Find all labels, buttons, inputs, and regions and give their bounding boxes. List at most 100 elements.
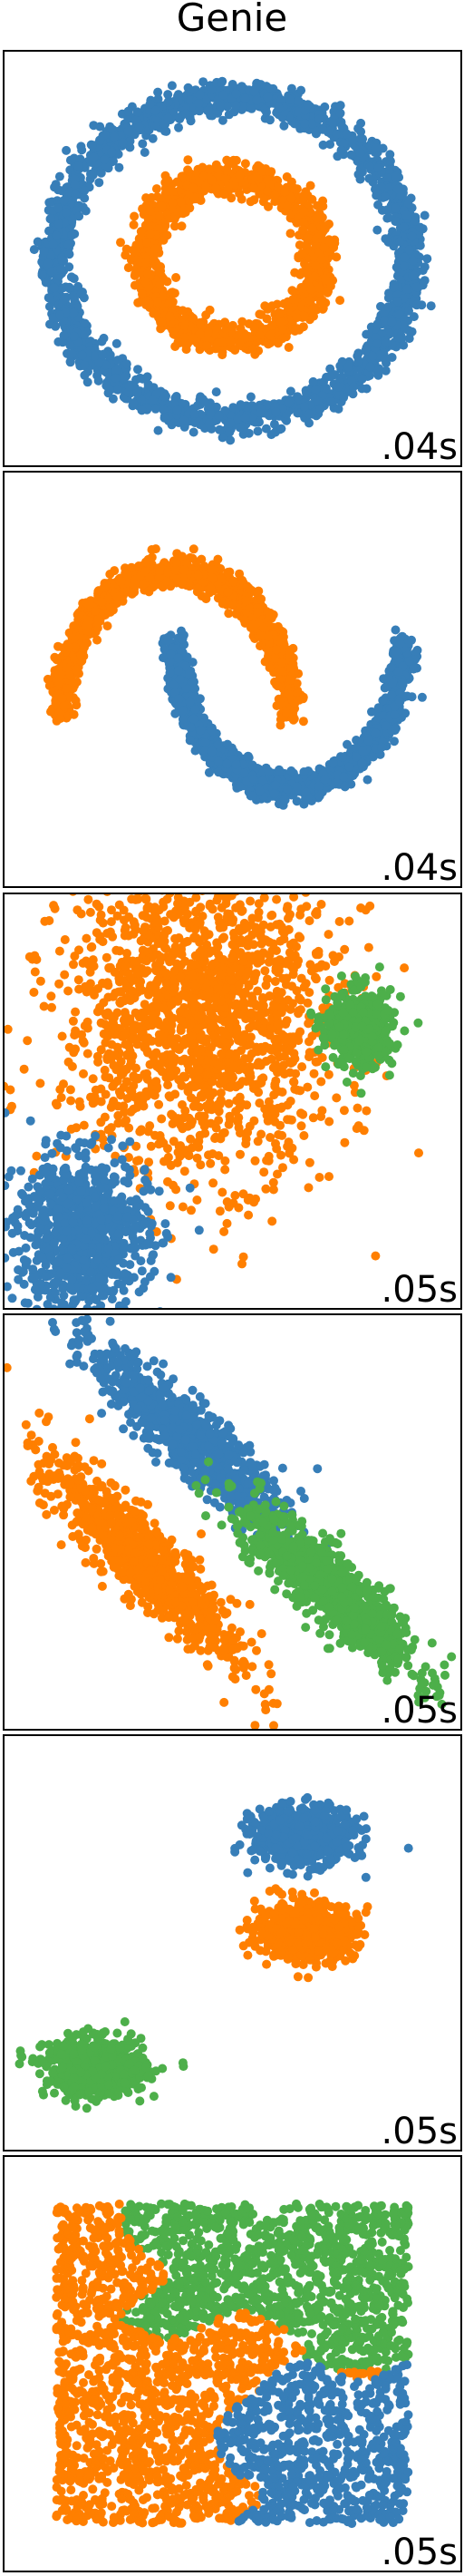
data-point [59,701,69,711]
data-point [403,199,413,209]
data-point [181,109,190,119]
data-point [213,554,223,564]
data-point [220,405,230,415]
data-point [282,172,292,181]
data-point [179,565,189,575]
data-point [230,346,240,355]
data-point [211,402,221,412]
data-point [37,270,47,280]
data-point [160,120,170,129]
data-point [314,114,324,124]
data-point [284,398,294,407]
data-point [218,433,227,443]
data-point [220,174,230,184]
data-point [145,206,155,216]
data-point [219,190,229,200]
data-point [107,124,117,134]
data-point [238,102,247,112]
data-point [80,360,90,370]
data-point [144,299,154,309]
data-point [151,184,161,194]
data-point [163,97,173,107]
data-point [122,571,132,581]
data-point [272,299,282,309]
data-point [334,404,343,414]
data-point [297,249,307,259]
data-point [168,198,178,208]
data-point [95,135,105,145]
data-point [145,573,155,582]
data-point [227,600,237,610]
data-point [404,245,414,255]
data-point [204,418,214,428]
data-point [78,202,88,212]
data-point [113,385,122,395]
data-point [257,167,267,176]
data-point [62,662,72,672]
data-point [62,208,72,218]
data-point [71,190,81,200]
data-point [280,187,289,197]
data-point [289,183,299,193]
data-point [54,171,64,181]
data-point [407,231,417,241]
data-point [298,225,308,235]
data-point [140,278,150,288]
data-point [175,338,185,347]
data-point [89,152,99,162]
data-point [286,83,296,93]
data-point [154,211,164,221]
data-point [274,102,284,112]
data-point [137,405,147,415]
data-point [70,181,80,190]
data-point [241,596,251,606]
data-point [236,324,246,334]
data-point [99,582,109,592]
data-point [204,164,214,174]
data-point [308,304,318,314]
data-point [371,143,381,153]
data-point [76,289,86,299]
data-point [194,98,204,108]
data-point [292,313,302,323]
data-point [239,615,249,625]
data-point [80,370,90,380]
data-point [185,203,195,213]
data-point [203,106,213,116]
data-point [303,268,312,278]
data-point [265,610,275,620]
data-point [327,118,337,128]
data-point [186,116,196,126]
data-point [263,400,273,410]
data-point [102,381,111,391]
data-point [48,239,58,249]
data-point [300,259,309,268]
data-point [409,256,418,266]
data-point [295,240,304,250]
data-point [382,337,392,347]
data-point [240,93,250,103]
data-point [183,155,193,165]
data-point [236,400,246,410]
data-point [218,90,228,100]
data-point [202,340,211,350]
data-point [353,356,363,366]
data-point [180,320,189,330]
data-point [208,573,218,583]
data-point [130,247,140,257]
data-point [400,261,409,271]
data-point [59,295,69,305]
data-point [98,350,108,360]
data-point [207,84,217,94]
data-point [58,337,68,347]
data-point [391,216,401,226]
data-point [383,237,393,247]
data-point [223,167,233,177]
data-point [198,162,208,172]
data-point [156,262,166,271]
data-point [348,134,358,144]
data-point [94,357,104,367]
data-point [387,353,397,362]
data-point [51,180,61,190]
data-point [298,692,308,702]
